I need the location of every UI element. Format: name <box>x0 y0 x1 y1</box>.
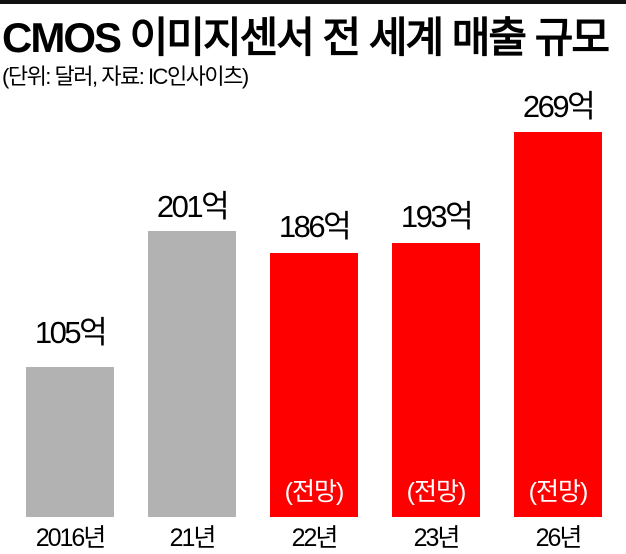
bar-2023: (전망) <box>392 243 480 517</box>
category-label: 21년 <box>169 524 217 552</box>
forecast-label: (전망) <box>528 478 589 506</box>
category-label: 22년 <box>291 524 339 552</box>
bar-value-label: 269억 <box>522 89 596 124</box>
chart-subtitle: (단위: 달러, 자료: IC인사이츠) <box>2 64 249 89</box>
category-label: 23년 <box>413 524 461 552</box>
bar-value-label: 105억 <box>34 315 108 350</box>
forecast-label: (전망) <box>406 478 467 506</box>
bar-2021 <box>148 231 236 517</box>
bar-value-label: 186억 <box>278 209 352 244</box>
bar-2016 <box>26 367 114 517</box>
top-rule <box>0 0 626 4</box>
forecast-label: (전망) <box>284 478 345 506</box>
chart-title: CMOS 이미지센서 전 세계 매출 규모 <box>2 14 610 61</box>
category-label: 2016년 <box>35 524 107 552</box>
bar-value-label: 201억 <box>156 189 230 224</box>
bar-value-label: 193억 <box>400 199 474 234</box>
bar-2026: (전망) <box>514 132 602 517</box>
category-label: 26년 <box>535 524 583 552</box>
bar-2022: (전망) <box>270 253 358 517</box>
